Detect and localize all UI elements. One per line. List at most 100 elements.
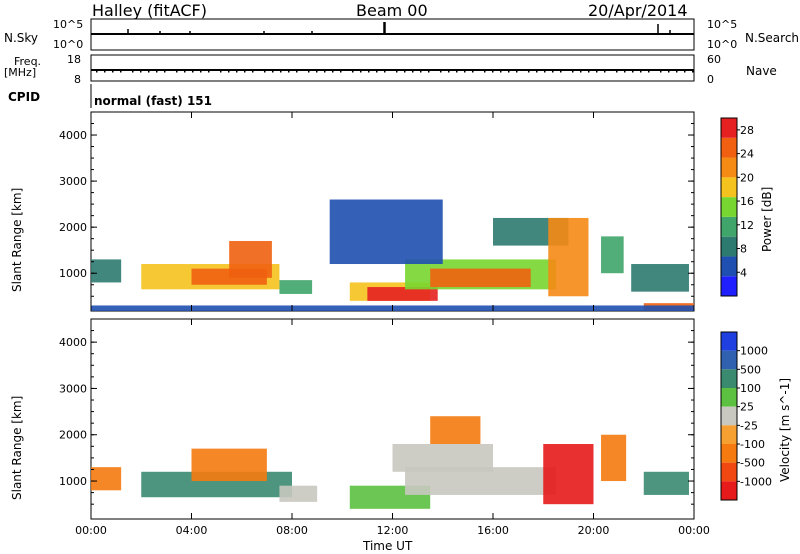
nave-dot: [616, 71, 618, 73]
power-colorbar-swatch: [721, 276, 737, 296]
nave-dot: [528, 71, 530, 73]
date-title: 20/Apr/2014: [588, 1, 688, 20]
y-tick-label: 4000: [59, 129, 87, 142]
x-tick-label: 20:00: [578, 524, 610, 537]
nsky-tick-bottom: 10^0: [53, 38, 84, 51]
nave-dot: [288, 71, 290, 73]
velocity-colorbar-swatch: [721, 481, 737, 500]
nave-dot: [228, 71, 230, 73]
nave-tick-top: 60: [707, 53, 721, 66]
nave-dot: [544, 71, 546, 73]
x-tick-label: 08:00: [276, 524, 308, 537]
nave-dot: [640, 71, 642, 73]
velocity-colorbar-swatch: [721, 406, 737, 426]
scatter-region: [91, 259, 122, 283]
scatter-region: [329, 199, 443, 265]
nave-dot: [376, 71, 378, 73]
nave-dot: [148, 71, 150, 73]
power-colorbar-tick-label: 4: [740, 266, 747, 279]
scatter-region: [601, 236, 624, 274]
nave-dot: [104, 71, 106, 73]
nave-dot: [684, 71, 686, 73]
velocity-colorbar-tick-label: 500: [740, 363, 761, 376]
x-tick-label: 00:00: [75, 524, 107, 537]
nave-dot: [156, 71, 158, 73]
nsky-label: N.Sky: [4, 31, 39, 45]
power-colorbar-tick-label: 12: [740, 219, 754, 232]
nsearch-tick-top: 10^5: [707, 18, 738, 31]
y-tick-label: 4000: [59, 336, 87, 349]
nave-dot: [132, 71, 134, 73]
velocity-colorbar-tick-label: -1000: [740, 475, 772, 488]
nave-dot: [500, 71, 502, 73]
power-colorbar-tick-label: 28: [740, 124, 754, 137]
freq-strip-frame: [90, 54, 695, 82]
nave-dot: [244, 71, 246, 73]
nave-dot: [296, 71, 298, 73]
nave-dot: [396, 71, 398, 73]
scatter-region: [601, 434, 627, 482]
nave-dot: [456, 71, 458, 73]
cpid-value: normal (fast) 151: [94, 94, 212, 108]
nave-dot: [448, 71, 450, 73]
nave-dot: [676, 71, 678, 73]
nsky-strip-marks: [91, 22, 694, 35]
nave-dot: [200, 71, 202, 73]
nave-dot: [384, 71, 386, 73]
power-colorbar-swatch: [721, 216, 737, 237]
power-colorbar-swatch: [721, 177, 737, 198]
nave-dot: [140, 71, 142, 73]
velocity-axes: 1000 2000 3000 4000 00:00 04:00 08:00 12:00 16:0…: [59, 319, 710, 537]
power-colorbar-tick-label: 20: [740, 171, 754, 184]
nave-dot: [236, 71, 238, 73]
x-tick-label: 16:00: [477, 524, 509, 537]
power-colorbar-tick-label: 8: [740, 243, 747, 256]
freq-label: Freq.: [14, 55, 42, 68]
nave-dot: [604, 71, 606, 73]
y-tick-label: 1000: [59, 267, 87, 280]
nave-dot: [252, 71, 254, 73]
nave-dot: [472, 71, 474, 73]
nave-dot: [632, 71, 634, 73]
nave-label: Nave: [746, 64, 777, 78]
power-colorbar: 4 8 12 16 20 24 28: [720, 117, 754, 297]
nave-dot: [308, 71, 310, 73]
scatter-region: [279, 485, 318, 502]
scatter-region: [548, 217, 589, 297]
nave-dot: [368, 71, 370, 73]
scatter-region: [405, 467, 556, 495]
velocity-colorbar-tick-label: 25: [740, 401, 754, 414]
nave-dot: [412, 71, 414, 73]
scatter-region: [430, 268, 531, 288]
nave-dot: [440, 71, 442, 73]
nave-dot: [164, 71, 166, 73]
y-tick-label: 3000: [59, 382, 87, 395]
velocity-colorbar-frame: [720, 331, 738, 501]
scatter-region: [279, 280, 313, 294]
freq-unit: [MHz]: [4, 66, 37, 79]
power-colorbar-swatch: [721, 197, 737, 217]
nave-dot: [492, 71, 494, 73]
power-colorbar-swatch: [721, 118, 737, 138]
freq-tick-bottom: 8: [74, 73, 81, 86]
nave-dot: [552, 71, 554, 73]
velocity-colorbar-tick-label: -500: [740, 457, 765, 470]
nave-dot: [560, 71, 562, 73]
velocity-colorbar-swatch: [721, 462, 737, 482]
nave-dot: [464, 71, 466, 73]
nave-dot: [360, 71, 362, 73]
nave-dot: [120, 71, 122, 73]
velocity-regions: [91, 416, 689, 509]
nave-dot: [624, 71, 626, 73]
nave-dot: [112, 71, 114, 73]
power-colorbar-swatch: [721, 157, 737, 178]
scatter-region: [631, 264, 689, 292]
scatter-region: [392, 444, 493, 472]
velocity-colorbar-tick-label: 100: [740, 382, 761, 395]
nave-dot: [184, 71, 186, 73]
power-colorbar-swatch: [721, 236, 737, 257]
nave-dot: [272, 71, 274, 73]
nave-dot: [324, 71, 326, 73]
freq-tick-top: 18: [67, 53, 81, 66]
